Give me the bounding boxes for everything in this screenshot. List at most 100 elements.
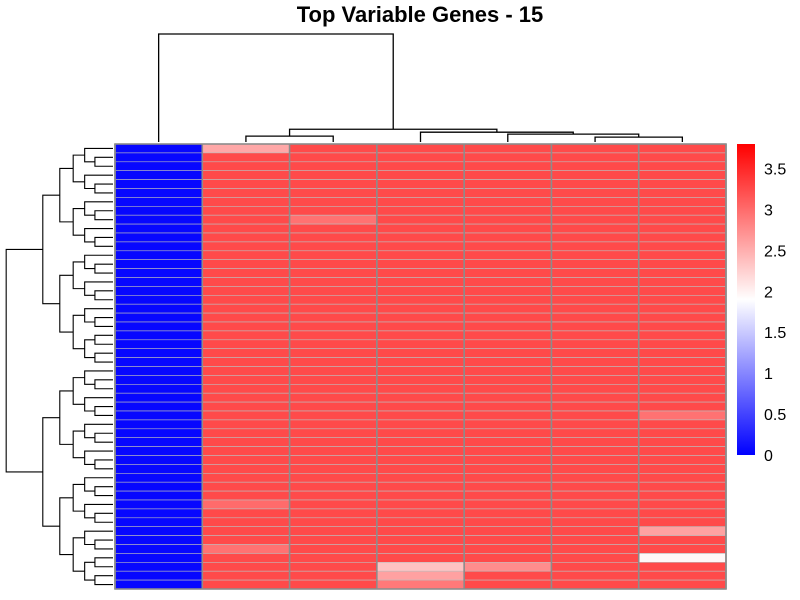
heatmap-cell (114, 455, 203, 465)
heatmap-cell (463, 464, 552, 474)
heatmap-cell (551, 401, 640, 412)
heatmap-cell (463, 446, 552, 456)
row-dendrogram-branch (84, 281, 113, 296)
heatmap-cell (114, 268, 203, 278)
heatmap-cell (114, 437, 203, 447)
heatmap-cell (551, 214, 640, 225)
heatmap-cell (201, 268, 290, 278)
heatmap-cell (289, 508, 378, 519)
heatmap-cell (463, 206, 552, 216)
heatmap-cell (114, 419, 203, 430)
heatmap-cell (551, 375, 640, 385)
heatmap-cell (114, 286, 203, 296)
heatmap-cell (638, 544, 727, 554)
heatmap-cell (376, 526, 465, 536)
heatmap-cell (376, 250, 465, 261)
heatmap-cell (463, 375, 552, 385)
heatmap-cell (551, 383, 640, 394)
heatmap-cell (463, 410, 552, 421)
heatmap-cell (114, 579, 203, 590)
heatmap-cell (463, 188, 552, 198)
heatmap-cell (638, 312, 727, 323)
heatmap-cell (463, 392, 552, 403)
heatmap-cell (551, 366, 640, 376)
heatmap-cell (114, 223, 203, 234)
heatmap-cell (114, 339, 203, 349)
heatmap-cell (463, 526, 552, 536)
heatmap-cell (638, 570, 727, 581)
heatmap-cell (638, 330, 727, 341)
heatmap-cell (114, 472, 203, 483)
column-dendrogram-branch (594, 136, 684, 142)
heatmap-cell (551, 553, 640, 563)
heatmap-cell (463, 259, 552, 269)
heatmap-cell (551, 472, 640, 483)
heatmap-cell (551, 561, 640, 572)
row-dendrogram-branch (94, 183, 113, 194)
heatmap-cell (114, 312, 203, 323)
heatmap-cell (638, 455, 727, 465)
heatmap-cell (551, 490, 640, 501)
heatmap-cell (289, 437, 378, 447)
heatmap-cell (638, 464, 727, 474)
heatmap-cell (376, 561, 465, 572)
row-dendrogram-branch (94, 236, 113, 247)
heatmap-cell (463, 481, 552, 492)
chart-title: Top Variable Genes - 15 (296, 2, 544, 27)
heatmap-cell (114, 170, 203, 180)
heatmap-cell (551, 579, 640, 590)
row-dendrogram-branch (72, 261, 85, 290)
heatmap-cell (551, 330, 640, 341)
heatmap-cell (289, 152, 378, 163)
heatmap-cell (289, 188, 378, 198)
heatmap-cell (638, 206, 727, 216)
heatmap-cell (551, 277, 640, 287)
heatmap-cell (201, 188, 290, 198)
row-dendrogram (5, 147, 113, 586)
heatmap-cell (289, 223, 378, 234)
heatmap-cell (376, 490, 465, 501)
heatmap-cell (289, 294, 378, 305)
heatmap-cell (201, 517, 290, 527)
heatmap-cell (114, 464, 203, 474)
heatmap-cell (201, 401, 290, 412)
heatmap-cell (201, 223, 290, 234)
heatmap-cell (638, 170, 727, 180)
colorbar-tick-label: 3 (764, 202, 773, 219)
heatmap-cell (551, 410, 640, 421)
heatmap-cell (638, 339, 727, 349)
heatmap-cell (201, 428, 290, 438)
heatmap-cell (638, 401, 727, 412)
heatmap-cell (463, 321, 552, 332)
heatmap-cell (463, 561, 552, 572)
heatmap-cell (376, 535, 465, 545)
heatmap-cell (289, 392, 378, 403)
heatmap-cell (463, 490, 552, 501)
row-dendrogram-branch (59, 167, 74, 223)
heatmap-cell (201, 348, 290, 358)
heatmap-cell (201, 375, 290, 385)
heatmap-cell (463, 517, 552, 527)
row-dendrogram-branch (59, 497, 74, 556)
heatmap-cell (114, 481, 203, 492)
heatmap-cell (201, 472, 290, 483)
heatmap-cell (376, 330, 465, 341)
heatmap-cell (638, 535, 727, 545)
heatmap-cell (201, 392, 290, 403)
heatmap-cell (289, 544, 378, 554)
row-dendrogram-branch (59, 274, 74, 333)
heatmap-cell (638, 241, 727, 252)
heatmap-cell (376, 446, 465, 456)
heatmap-cell (289, 472, 378, 483)
heatmap-cell (376, 383, 465, 394)
heatmap-cell (638, 472, 727, 483)
heatmap-cell (201, 161, 290, 172)
row-dendrogram-branch (84, 147, 113, 163)
heatmap-cell (638, 553, 727, 563)
heatmap-cell (638, 579, 727, 590)
heatmap-cell (376, 357, 465, 367)
heatmap-cell (463, 294, 552, 305)
heatmap-cell (114, 152, 203, 163)
row-dendrogram-branch (94, 406, 113, 416)
heatmap-cell (289, 579, 378, 590)
